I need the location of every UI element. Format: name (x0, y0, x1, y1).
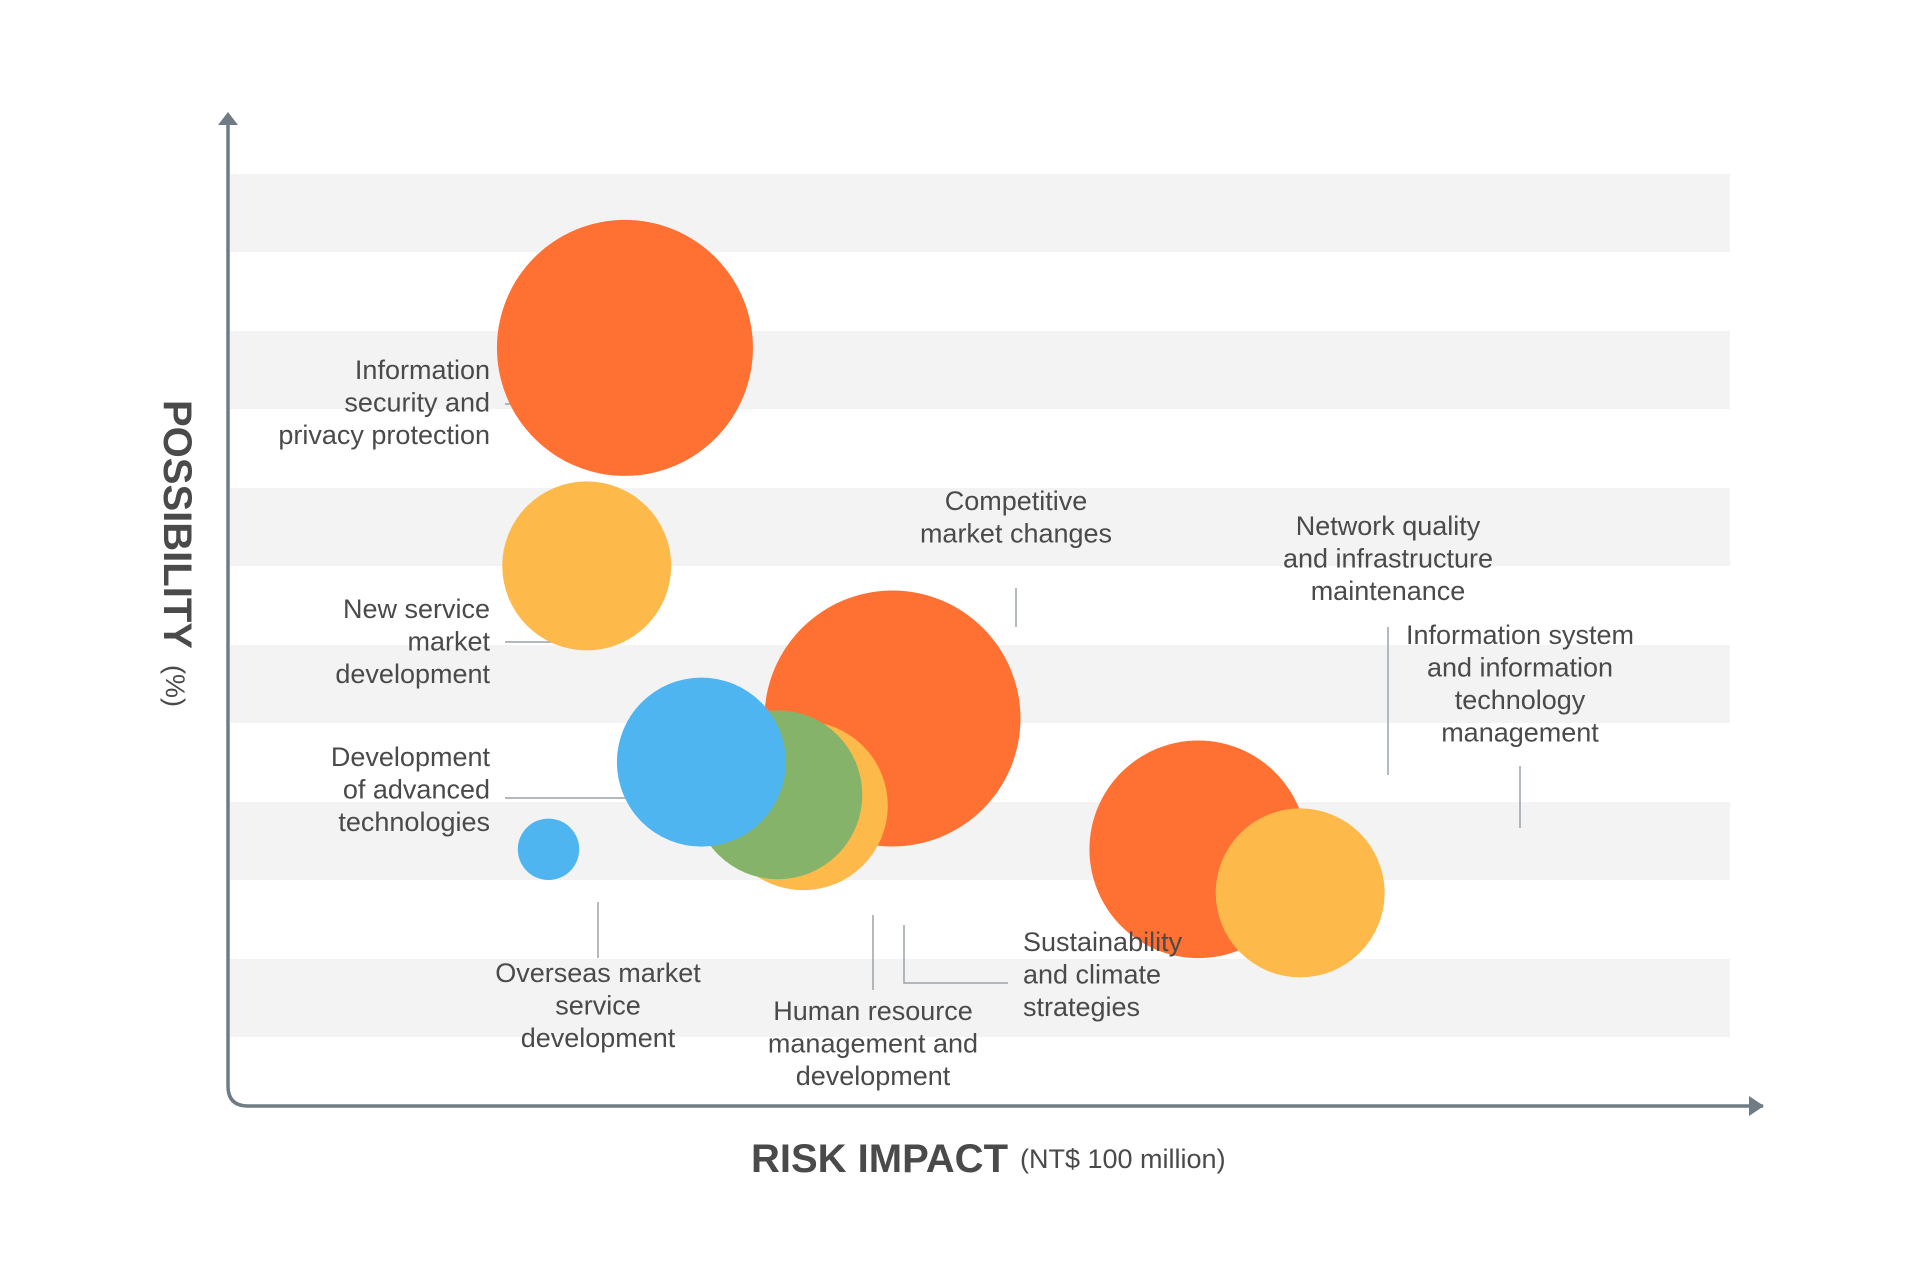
bubble-label-line: development (796, 1061, 951, 1091)
bubble-label-line: maintenance (1311, 576, 1466, 606)
bubble-label-line: development (335, 659, 490, 689)
bubble-label-line: and infrastructure (1283, 544, 1493, 574)
bubble-label-line: strategies (1023, 992, 1140, 1022)
bubble-label-line: market (407, 627, 490, 657)
bubble-label-line: security and (344, 388, 490, 418)
bubble-label: New service market development (335, 594, 490, 689)
bubble (517, 818, 580, 881)
bubble-label-line: technologies (338, 807, 490, 837)
bubble (1215, 808, 1385, 978)
bubble-label-line: Competitive (945, 486, 1088, 516)
bubble-label-line: Development (331, 742, 491, 772)
grid-band (230, 331, 1730, 409)
grid-band (230, 959, 1730, 1037)
grid-band (230, 174, 1730, 252)
y-axis-title: POSSIBILITY (155, 400, 199, 649)
leader-line (903, 925, 1008, 984)
grid-band (230, 488, 1730, 566)
bubble-label-line: development (521, 1023, 676, 1053)
bubble (496, 219, 753, 476)
bubble-label: Information security and privacy protectio… (278, 355, 490, 450)
bubble-label: Development of advanced technologies (331, 742, 491, 837)
bubble-label: Sustainability and climate strategies (1023, 927, 1183, 1022)
bubble-label-line: service (555, 991, 641, 1021)
bubble-label-line: Human resource (773, 996, 973, 1026)
axes (218, 112, 1764, 1116)
bubble-label-line: management and (768, 1029, 978, 1059)
bubble-label-line: Overseas market (495, 958, 701, 988)
bubble-label: Human resource management and development (768, 996, 978, 1091)
x-axis-title: RISK IMPACT (751, 1137, 1008, 1181)
x-axis-arrow-icon (1749, 1096, 1764, 1116)
bubble-label-line: and climate (1023, 960, 1161, 990)
bubble-label-line: of advanced (343, 775, 490, 805)
bubbles (496, 219, 1385, 978)
axis-titles: RISK IMPACT (NT$ 100 million) POSSIBILIT… (155, 400, 1226, 1181)
bubble-label-line: Information (355, 355, 490, 385)
bubble-label-line: market changes (920, 519, 1112, 549)
bubble-label-line: New service (343, 594, 490, 624)
bubble-label-line: technology (1455, 685, 1586, 715)
bubble-label: Competitive market changes (920, 486, 1112, 549)
grid-band (230, 802, 1730, 880)
bubble-label: Overseas market service development (495, 958, 701, 1053)
bubble-label: Information system and information technol… (1406, 620, 1634, 748)
bubble-labels: Information security and privacy protectio… (278, 355, 1634, 1091)
x-axis-unit: (NT$ 100 million) (1020, 1144, 1226, 1174)
bubble (616, 677, 786, 847)
axis-lines (226, 125, 1763, 1108)
bubble-label-line: and information (1427, 653, 1613, 683)
y-axis-unit: (%) (160, 665, 190, 707)
y-axis-arrow-icon (218, 112, 238, 125)
bubble-label-line: Information system (1406, 620, 1634, 650)
bubble-label: Network quality and infrastructure mainten… (1283, 511, 1493, 606)
bubble-label-line: Network quality (1296, 511, 1481, 541)
bubble-label-line: privacy protection (278, 420, 490, 450)
bubble-label-line: management (1441, 718, 1599, 748)
bubble-label-line: Sustainability (1023, 927, 1183, 957)
bubble (502, 481, 672, 651)
